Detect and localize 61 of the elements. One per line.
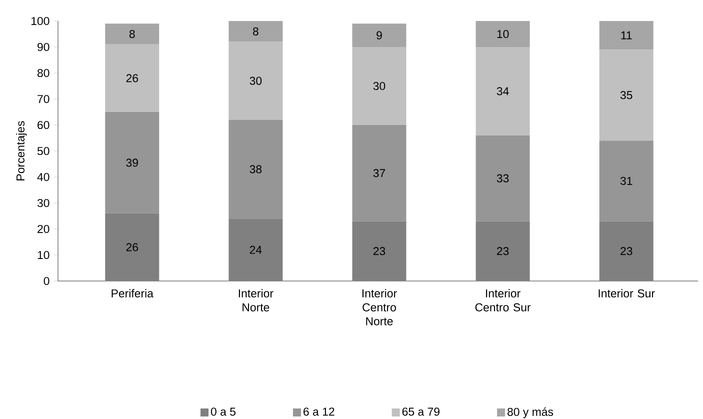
- y-tick-label: 100: [31, 16, 50, 26]
- y-axis-title: Porcentajes: [16, 121, 27, 180]
- x-tick-label: Interior Norte: [238, 289, 274, 312]
- bar: [105, 213, 160, 281]
- y-tick-label: 0: [44, 276, 50, 286]
- data-label: 31: [620, 176, 632, 185]
- bar: [228, 20, 283, 42]
- legend-label: 6 a 12: [304, 408, 334, 416]
- bar: [105, 112, 160, 214]
- bar: [476, 221, 530, 281]
- y-tick-label: 70: [38, 94, 50, 104]
- data-label: 10: [497, 30, 509, 38]
- data-label: 35: [620, 91, 632, 100]
- bar: [228, 42, 283, 120]
- legend-label: 0 a 5: [210, 408, 236, 416]
- bar: [476, 46, 530, 136]
- data-label: 33: [496, 174, 509, 182]
- bar: [228, 120, 283, 219]
- data-label: 23: [373, 247, 386, 256]
- bar: [352, 125, 406, 222]
- x-tick-label: Interior Sur: [598, 289, 655, 298]
- data-label: 38: [250, 165, 262, 174]
- y-tick-label: 80: [37, 68, 50, 78]
- data-label: 11: [621, 31, 632, 40]
- bar: [599, 20, 654, 50]
- data-label: 8: [253, 27, 258, 36]
- bar: [352, 221, 406, 281]
- legend-label: 65 a 79: [402, 408, 440, 416]
- y-tick-label: 20: [38, 224, 50, 234]
- bar: [599, 140, 654, 222]
- y-tick-label: 90: [38, 42, 50, 52]
- data-label: 30: [250, 76, 262, 85]
- x-tick-label: Interior Centro Norte: [362, 289, 397, 326]
- bar: [599, 221, 654, 281]
- y-tick-label: 30: [37, 198, 50, 208]
- data-label: 39: [126, 158, 138, 167]
- bar: [105, 24, 160, 44]
- data-label: 23: [620, 247, 632, 256]
- data-label: 30: [373, 82, 386, 90]
- data-label: 8: [129, 30, 135, 38]
- y-tick-label: 50: [37, 146, 50, 156]
- data-label: 24: [250, 246, 262, 254]
- bar: [599, 50, 654, 141]
- x-tick-label: Periferia: [112, 289, 154, 298]
- y-tick-label: 60: [38, 120, 50, 130]
- y-tick-label: 10: [38, 250, 50, 260]
- data-label: 23: [497, 247, 509, 256]
- bar: [352, 46, 406, 125]
- bar: [352, 24, 406, 47]
- data-label: 26: [126, 243, 138, 252]
- data-label: 9: [376, 31, 382, 40]
- data-label: 37: [373, 169, 386, 178]
- x-tick-label: Interior Centro Sur: [475, 289, 531, 312]
- legend-label: 80 y más: [508, 407, 554, 418]
- data-label: 34: [496, 87, 509, 96]
- bar: [228, 218, 283, 281]
- bar: [105, 44, 160, 112]
- bar: [476, 20, 530, 47]
- bar: [476, 135, 530, 222]
- y-tick-label: 40: [37, 172, 50, 182]
- data-label: 26: [126, 74, 138, 82]
